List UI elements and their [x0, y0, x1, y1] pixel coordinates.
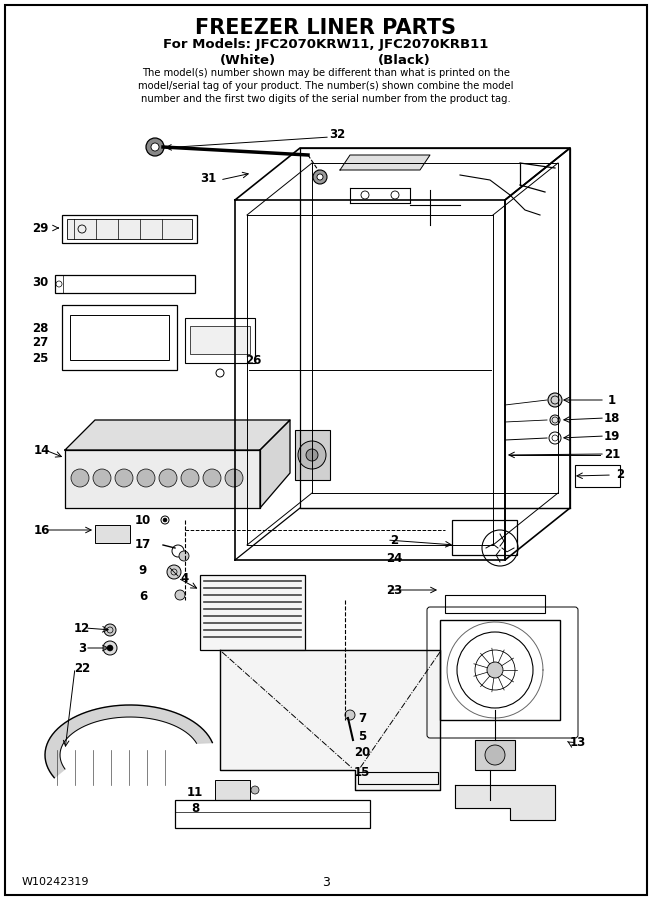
- Text: 3: 3: [322, 876, 330, 888]
- Text: 28: 28: [32, 321, 48, 335]
- Circle shape: [146, 138, 164, 156]
- Circle shape: [203, 469, 221, 487]
- Circle shape: [181, 469, 199, 487]
- Bar: [440, 620, 560, 720]
- Circle shape: [548, 393, 562, 407]
- Polygon shape: [455, 785, 555, 820]
- Text: 20: 20: [354, 746, 370, 760]
- Text: 2: 2: [390, 534, 398, 546]
- Circle shape: [179, 551, 189, 561]
- Circle shape: [103, 641, 117, 655]
- Text: 5: 5: [358, 730, 366, 742]
- Text: 13: 13: [570, 736, 586, 750]
- Text: 2: 2: [616, 469, 624, 482]
- Circle shape: [151, 143, 159, 151]
- Bar: [70, 315, 169, 360]
- Bar: [452, 520, 517, 555]
- Text: 29: 29: [32, 221, 48, 235]
- Text: 1: 1: [608, 393, 616, 407]
- Polygon shape: [45, 705, 213, 778]
- Text: 15: 15: [354, 767, 370, 779]
- Bar: [200, 575, 305, 650]
- Circle shape: [313, 170, 327, 184]
- Polygon shape: [65, 450, 260, 508]
- Circle shape: [345, 710, 355, 720]
- Bar: [67, 219, 192, 239]
- Polygon shape: [260, 420, 290, 508]
- Text: 18: 18: [604, 411, 620, 425]
- Circle shape: [137, 469, 155, 487]
- Bar: [62, 215, 197, 243]
- Circle shape: [487, 662, 503, 678]
- Polygon shape: [220, 650, 440, 790]
- Text: 26: 26: [244, 354, 261, 366]
- Text: 25: 25: [32, 352, 48, 365]
- Circle shape: [251, 786, 259, 794]
- Bar: [475, 740, 515, 770]
- Text: 3: 3: [78, 642, 86, 654]
- Text: 6: 6: [139, 590, 147, 602]
- Polygon shape: [340, 155, 430, 170]
- Bar: [185, 318, 255, 363]
- Circle shape: [163, 518, 167, 522]
- Circle shape: [550, 415, 560, 425]
- Text: 31: 31: [200, 172, 216, 184]
- Circle shape: [71, 469, 89, 487]
- Circle shape: [115, 469, 133, 487]
- Text: 11: 11: [187, 787, 203, 799]
- Text: 27: 27: [32, 337, 48, 349]
- Text: 12: 12: [74, 622, 90, 634]
- Text: (Black): (Black): [378, 54, 430, 67]
- Bar: [575, 465, 620, 487]
- Text: The model(s) number shown may be different than what is printed on the
model/ser: The model(s) number shown may be differe…: [138, 68, 514, 104]
- Text: 32: 32: [329, 129, 345, 141]
- Bar: [62, 305, 177, 370]
- Text: 21: 21: [604, 447, 620, 461]
- Text: 14: 14: [34, 444, 50, 456]
- Text: (White): (White): [220, 54, 276, 67]
- Text: For Models: JFC2070KRW11, JFC2070KRB11: For Models: JFC2070KRW11, JFC2070KRB11: [163, 38, 489, 51]
- Circle shape: [93, 469, 111, 487]
- Text: W10242319: W10242319: [22, 877, 89, 887]
- Text: 4: 4: [181, 572, 189, 584]
- Circle shape: [159, 469, 177, 487]
- Bar: [95, 525, 130, 543]
- Text: FREEZER LINER PARTS: FREEZER LINER PARTS: [196, 18, 456, 38]
- Bar: [295, 430, 330, 480]
- Text: 9: 9: [139, 563, 147, 577]
- Circle shape: [298, 441, 326, 469]
- Text: 17: 17: [135, 538, 151, 552]
- Text: 23: 23: [386, 583, 402, 597]
- Text: 24: 24: [386, 552, 402, 564]
- Circle shape: [225, 469, 243, 487]
- Text: 19: 19: [604, 429, 620, 443]
- Bar: [190, 326, 250, 354]
- Circle shape: [306, 449, 318, 461]
- Polygon shape: [65, 420, 290, 450]
- Bar: [175, 800, 370, 828]
- Circle shape: [104, 624, 116, 636]
- Text: 22: 22: [74, 662, 90, 674]
- Bar: [215, 780, 250, 800]
- Circle shape: [485, 745, 505, 765]
- Text: 7: 7: [358, 712, 366, 724]
- Bar: [55, 275, 195, 293]
- Circle shape: [175, 590, 185, 600]
- Text: 30: 30: [32, 276, 48, 290]
- Circle shape: [317, 174, 323, 180]
- Text: 8: 8: [191, 802, 199, 814]
- Text: 16: 16: [34, 524, 50, 536]
- Circle shape: [107, 645, 113, 651]
- Circle shape: [167, 565, 181, 579]
- Text: 10: 10: [135, 514, 151, 526]
- Bar: [358, 772, 438, 784]
- Bar: [445, 595, 545, 613]
